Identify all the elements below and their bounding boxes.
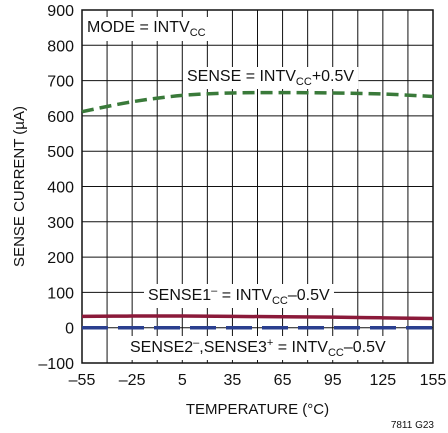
mode-label-bg bbox=[84, 17, 209, 41]
y-tick-label: 200 bbox=[47, 250, 74, 267]
blue-series-annotation: SENSE2–,SENSE3+ = INTVCC–0.5V bbox=[126, 336, 391, 360]
x-tick-label: 5 bbox=[178, 372, 187, 389]
grid bbox=[82, 10, 433, 363]
green-series-label: SENSE = INTVCC+0.5V bbox=[187, 68, 354, 88]
y-tick-label: 300 bbox=[47, 215, 74, 232]
y-tick-label: 400 bbox=[47, 180, 74, 197]
green-series-annotation: SENSE = INTVCC+0.5V bbox=[183, 67, 359, 89]
mode-label: MODE = INTVCC bbox=[87, 19, 206, 39]
y-tick-label: 700 bbox=[47, 74, 74, 91]
y-tick-label: –100 bbox=[38, 356, 74, 373]
x-tick-labels: –55 –25 5 35 65 95 125 155 bbox=[69, 372, 447, 389]
y-tick-labels: –100 0 100 200 300 400 500 600 700 800 900 bbox=[38, 3, 74, 373]
y-tick-label: 0 bbox=[65, 321, 74, 338]
x-tick-label: 95 bbox=[324, 372, 342, 389]
y-tick-label: 500 bbox=[47, 144, 74, 161]
series-line-sense1 bbox=[81, 314, 434, 321]
x-tick-label: –25 bbox=[119, 372, 146, 389]
series-layer bbox=[81, 90, 434, 330]
red-label-bg bbox=[144, 284, 334, 308]
x-tick-label: –55 bbox=[69, 372, 96, 389]
green-label-bg bbox=[183, 67, 359, 89]
y-tick-label: 900 bbox=[47, 3, 74, 20]
red-series-annotation: SENSE1– = INTVCC–0.5V bbox=[144, 284, 334, 308]
series-line-sense-plus bbox=[81, 90, 434, 114]
x-tick-label: 125 bbox=[370, 372, 397, 389]
red-series-label: SENSE1– = INTVCC–0.5V bbox=[148, 285, 330, 307]
x-tick-label: 35 bbox=[224, 372, 242, 389]
x-axis-title: TEMPERATURE (°C) bbox=[186, 401, 329, 418]
y-tick-label: 600 bbox=[47, 109, 74, 126]
mode-annotation: MODE = INTVCC bbox=[84, 17, 209, 41]
figure-code: 7811 G23 bbox=[391, 420, 435, 431]
blue-series-label: SENSE2–,SENSE3+ = INTVCC–0.5V bbox=[130, 337, 386, 359]
y-tick-label: 100 bbox=[47, 285, 74, 302]
blue-label-bg bbox=[126, 336, 391, 360]
y-tick-label: 800 bbox=[47, 38, 74, 55]
x-tick-label: 65 bbox=[274, 372, 292, 389]
x-tick-label: 155 bbox=[420, 372, 447, 389]
y-axis-title: SENSE CURRENT (µA) bbox=[11, 106, 28, 267]
